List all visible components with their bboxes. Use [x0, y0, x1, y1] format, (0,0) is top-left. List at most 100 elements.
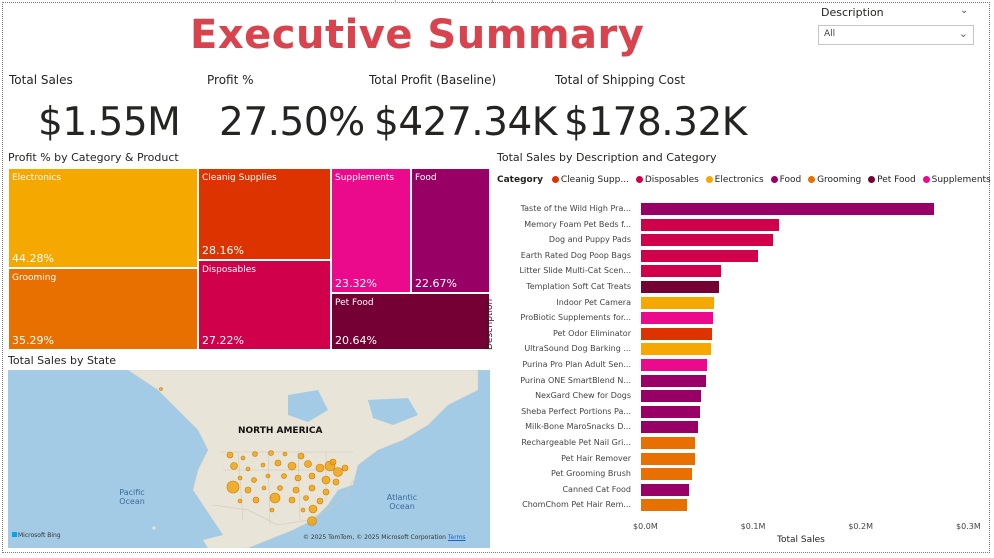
- tile-label: Food: [415, 173, 437, 183]
- treemap-tile-food[interactable]: Food 22.67%: [411, 168, 490, 293]
- bar-category-label: UltraSound Dog Barking ...: [524, 344, 631, 354]
- legend-item-grooming[interactable]: Grooming: [808, 175, 861, 185]
- bing-logo-text: Microsoft Bing: [18, 532, 61, 539]
- tile-label: Pet Food: [335, 298, 374, 308]
- bar-category-label: Memory Foam Pet Beds f...: [524, 219, 631, 229]
- tile-value: 23.32%: [335, 277, 377, 290]
- treemap-tile-cleaning-supplies[interactable]: Cleanig Supplies 28.16%: [198, 168, 331, 260]
- bar[interactable]: [641, 218, 779, 231]
- tile-label: Electronics: [12, 173, 62, 183]
- report-title: Executive Summary: [190, 12, 645, 58]
- map-copyright: © 2025 TomTom, © 2025 Microsoft Corporat…: [303, 534, 466, 541]
- bar[interactable]: [641, 327, 713, 340]
- bar[interactable]: [641, 265, 721, 278]
- legend-item-supplements[interactable]: Supplements: [922, 175, 991, 185]
- bar[interactable]: [641, 483, 690, 496]
- legend-item-disposables[interactable]: Disposables: [635, 175, 699, 185]
- kpi-profit-pct-value: 27.50%: [219, 100, 365, 145]
- tile-value: 35.29%: [12, 334, 54, 347]
- bar[interactable]: [641, 405, 701, 418]
- bar[interactable]: [641, 343, 711, 356]
- legend-item-electronics[interactable]: Electronics: [705, 175, 764, 185]
- bar-category-label: Dog and Puppy Pads: [548, 235, 631, 245]
- slicer-label: Description: [821, 6, 884, 19]
- treemap-title: Profit % by Category & Product: [8, 151, 179, 164]
- kpi-total-profit-value: $427.34K: [374, 100, 557, 145]
- bar[interactable]: [641, 234, 774, 247]
- bar-category-label: Purina Pro Plan Adult Sen...: [522, 360, 631, 369]
- bar-category-label: Sheba Perfect Portions Pa...: [521, 406, 631, 416]
- profit-treemap: Electronics 44.28% Grooming 35.29% Clean…: [8, 168, 490, 350]
- tile-label: Disposables: [202, 265, 256, 275]
- bar-category-label: Taste of the Wild High Pra...: [520, 204, 631, 213]
- map-terms-link[interactable]: Terms: [447, 534, 466, 541]
- bar[interactable]: [641, 312, 714, 325]
- description-slicer-dropdown[interactable]: All ⌄: [818, 25, 974, 45]
- legend-dot: [868, 176, 876, 183]
- bar-category-label: Earth Rated Dog Poop Bags: [520, 250, 631, 260]
- bar-category-label: Canned Cat Food: [562, 484, 631, 494]
- treemap-tile-grooming[interactable]: Grooming 35.29%: [8, 268, 198, 350]
- bar[interactable]: [641, 452, 695, 465]
- map-region-label: NORTH AMERICA: [238, 426, 323, 436]
- canvas-top-handle: [395, 0, 493, 3]
- legend-dot: [551, 176, 559, 183]
- treemap-tile-disposables[interactable]: Disposables 27.22%: [198, 260, 331, 350]
- bing-logo: Microsoft Bing: [12, 532, 61, 539]
- x-tick-label: $0.2M: [848, 522, 874, 531]
- treemap-tile-supplements[interactable]: Supplements 23.32%: [331, 168, 411, 293]
- legend-item-food[interactable]: Food: [770, 175, 802, 185]
- chevron-down-icon[interactable]: ⌄: [958, 27, 968, 40]
- legend-title: Category: [497, 175, 544, 185]
- bar-category-label: Pet Odor Eliminator: [552, 328, 631, 338]
- bar[interactable]: [641, 281, 719, 293]
- tile-value: 22.67%: [415, 277, 457, 290]
- bar[interactable]: [641, 203, 934, 215]
- treemap-tile-electronics[interactable]: Electronics 44.28%: [8, 168, 198, 268]
- bar-category-label: ProBiotic Supplements for...: [520, 313, 631, 323]
- legend-dot: [808, 176, 816, 183]
- bar[interactable]: [641, 390, 702, 403]
- bar[interactable]: [641, 421, 699, 434]
- legend-dot: [635, 176, 643, 183]
- kpi-shipping-cost-value: $178.32K: [564, 100, 747, 145]
- x-tick-label: $0.0M: [633, 522, 658, 531]
- bar[interactable]: [641, 374, 706, 387]
- barchart-legend: Category Cleanig Supp... Disposables Ele…: [497, 175, 994, 187]
- legend-item-label: Grooming: [817, 175, 862, 185]
- tile-value: 27.22%: [202, 334, 244, 347]
- legend-dot: [922, 176, 930, 183]
- bar[interactable]: [641, 249, 759, 262]
- legend-item-label: Disposables: [644, 175, 699, 185]
- bar[interactable]: [641, 468, 692, 481]
- kpi-profit-pct-label: Profit %: [207, 73, 254, 87]
- bar-category-label: Rechargeable Pet Nail Gri...: [521, 438, 631, 447]
- tile-label: Cleanig Supplies: [202, 173, 277, 183]
- bar-category-label: NexGard Chew for Dogs: [535, 391, 631, 401]
- tile-value: 44.28%: [12, 252, 54, 265]
- legend-item-label: Pet Food: [877, 175, 916, 185]
- bar[interactable]: [641, 437, 695, 449]
- y-axis-title: Description: [485, 298, 495, 350]
- legend-item-cleaning-supplies[interactable]: Cleanig Supp...: [551, 175, 629, 185]
- legend-dot: [770, 176, 778, 183]
- legend-item-label: Cleanig Supp...: [560, 175, 629, 185]
- kpi-shipping-cost-label: Total of Shipping Cost: [555, 73, 686, 87]
- map-title: Total Sales by State: [8, 354, 117, 367]
- bar[interactable]: [641, 359, 707, 371]
- x-tick-label: $0.3M: [956, 522, 981, 531]
- legend-item-pet-food[interactable]: Pet Food: [868, 175, 916, 185]
- sales-by-state-map[interactable]: NORTH AMERICA Pacific Ocean Atlantic Oce…: [8, 370, 490, 548]
- legend-item-label: Food: [779, 175, 802, 185]
- sales-by-description-bar-chart: Description Total Sales Taste of the Wil…: [485, 195, 985, 550]
- kpi-total-sales-value: $1.55M: [38, 100, 181, 145]
- slicer-collapse-icon[interactable]: ⌄: [960, 5, 969, 16]
- bar-category-label: Templation Soft Cat Treats: [526, 282, 631, 291]
- kpi-total-sales-label: Total Sales: [9, 73, 73, 87]
- treemap-tile-pet-food[interactable]: Pet Food 20.64%: [331, 293, 490, 350]
- barchart-title: Total Sales by Description and Category: [497, 151, 717, 164]
- bar[interactable]: [641, 499, 688, 512]
- x-axis-title: Total Sales: [777, 535, 825, 545]
- bar[interactable]: [641, 296, 715, 309]
